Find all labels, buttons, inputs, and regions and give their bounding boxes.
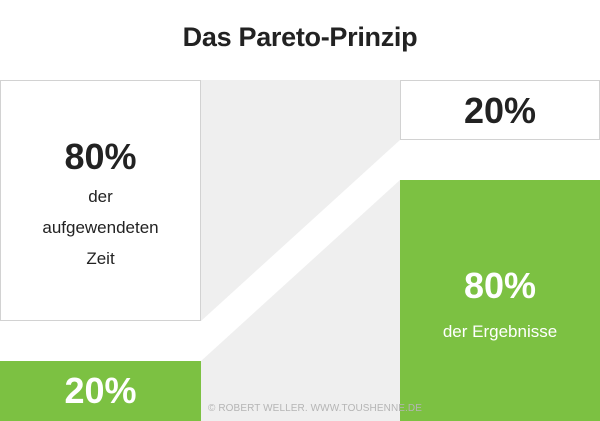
results-20-box: 20% <box>400 80 600 140</box>
connector-upper-band <box>201 80 400 321</box>
results-80-box: 80% der Ergebnisse <box>400 180 600 421</box>
time-80-description: der aufgewendeten Zeit <box>1 181 200 274</box>
copyright-credit: © ROBERT WELLER. WWW.TOUSHENNE.DE <box>208 403 423 414</box>
results-20-percent: 20% <box>463 90 537 131</box>
time-20-box: 20% <box>0 361 201 421</box>
time-80-percent: 80% <box>64 136 137 177</box>
results-80-percent: 80% <box>463 265 537 306</box>
connector-lower-band <box>201 180 400 421</box>
time-desc-line-1: der <box>88 187 113 206</box>
time-desc-line-2: aufgewendeten <box>42 218 159 237</box>
time-80-box: 80% der aufgewendeten Zeit <box>0 80 201 321</box>
time-20-percent: 20% <box>64 370 137 411</box>
results-80-description: der Ergebnisse <box>442 322 558 341</box>
diagram-title: Das Pareto-Prinzip <box>182 22 418 52</box>
time-desc-line-3: Zeit <box>86 249 115 268</box>
